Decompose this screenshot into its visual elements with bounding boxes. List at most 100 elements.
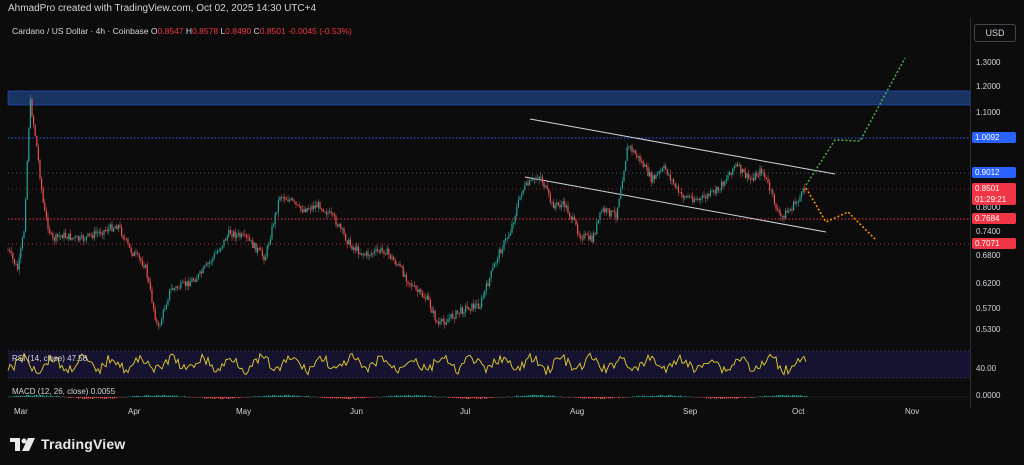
candle-body bbox=[503, 240, 505, 250]
macd-bar bbox=[322, 397, 324, 398]
candle-body bbox=[452, 313, 454, 319]
candle-body bbox=[690, 196, 692, 198]
candle-body bbox=[583, 234, 585, 240]
candle-body bbox=[532, 178, 534, 180]
candle-body bbox=[746, 173, 748, 178]
macd-bar bbox=[524, 395, 526, 397]
candle-body bbox=[645, 164, 647, 167]
candle-body bbox=[354, 247, 356, 251]
candle-body bbox=[7, 249, 9, 251]
candle-body bbox=[449, 317, 451, 320]
macd-bar bbox=[226, 397, 228, 399]
candle-body bbox=[652, 175, 654, 183]
candle-body bbox=[519, 196, 521, 200]
macd-bar bbox=[48, 396, 50, 397]
macd-bar bbox=[410, 395, 412, 397]
macd-bar bbox=[132, 396, 134, 397]
macd-bar bbox=[532, 394, 534, 397]
candle-body bbox=[292, 198, 294, 201]
macd-bar bbox=[660, 394, 662, 397]
candle-body bbox=[250, 240, 252, 242]
macd-bar bbox=[286, 395, 288, 397]
candle-body bbox=[351, 245, 353, 250]
candle-body bbox=[298, 205, 300, 206]
candle-body bbox=[233, 231, 235, 237]
candle-body bbox=[71, 237, 73, 240]
candle-body bbox=[585, 234, 587, 235]
tradingview-logo[interactable]: TradingView bbox=[10, 436, 125, 452]
macd-bar bbox=[42, 395, 44, 397]
macd-bar bbox=[792, 395, 794, 397]
candle-body bbox=[324, 211, 326, 213]
macd-bar bbox=[274, 395, 276, 397]
candle-body bbox=[26, 161, 28, 200]
macd-bar bbox=[594, 397, 596, 399]
candlestick-series bbox=[7, 94, 806, 330]
macd-bar bbox=[668, 394, 670, 397]
macd-bar bbox=[746, 397, 748, 398]
macd-bar bbox=[416, 394, 418, 397]
candle-body bbox=[511, 224, 513, 233]
macd-bar bbox=[134, 396, 136, 397]
macd-bar bbox=[408, 394, 410, 397]
candle-body bbox=[255, 242, 257, 253]
price-label: 0.7400 bbox=[976, 227, 1001, 236]
candle-body bbox=[501, 249, 503, 254]
macd-bar bbox=[266, 396, 268, 397]
candle-body bbox=[346, 240, 348, 245]
candle-body bbox=[373, 250, 375, 254]
candle-body bbox=[378, 251, 380, 253]
macd-bar bbox=[356, 397, 358, 398]
macd-bar bbox=[550, 395, 552, 397]
macd-bar bbox=[334, 397, 336, 399]
candle-body bbox=[15, 263, 17, 265]
macd-bar bbox=[718, 397, 720, 399]
time-label: Sep bbox=[683, 407, 698, 416]
macd-bar bbox=[386, 396, 388, 397]
candle-body bbox=[261, 250, 263, 256]
candle-body bbox=[125, 238, 127, 240]
candle-body bbox=[21, 238, 23, 249]
macd-bar bbox=[148, 395, 150, 397]
candle-body bbox=[260, 248, 262, 251]
macd-bar bbox=[96, 397, 98, 399]
macd-bar bbox=[354, 397, 356, 399]
macd-bar bbox=[604, 397, 606, 399]
macd-bar bbox=[490, 397, 492, 398]
candle-body bbox=[682, 194, 684, 199]
candle-body bbox=[716, 186, 718, 194]
candle-body bbox=[705, 197, 707, 199]
candle-body bbox=[169, 289, 171, 300]
candle-body bbox=[669, 174, 671, 181]
price-chart[interactable] bbox=[0, 18, 970, 408]
candle-body bbox=[637, 156, 639, 158]
candle-body bbox=[642, 161, 644, 167]
candle-body bbox=[737, 164, 739, 167]
candle-body bbox=[55, 234, 57, 241]
candle-body bbox=[85, 236, 87, 240]
candle-body bbox=[493, 263, 495, 268]
macd-bar bbox=[708, 397, 710, 398]
candle-body bbox=[116, 226, 118, 230]
currency-button[interactable]: USD bbox=[974, 24, 1016, 42]
macd-bar bbox=[28, 394, 30, 397]
macd-bar bbox=[352, 397, 354, 399]
candle-body bbox=[101, 233, 103, 235]
macd-bar bbox=[726, 397, 728, 399]
macd-bar bbox=[624, 397, 626, 398]
candle-body bbox=[401, 266, 403, 267]
macd-bar bbox=[364, 397, 366, 398]
candle-body bbox=[665, 165, 667, 170]
candle-body bbox=[359, 253, 361, 255]
candle-body bbox=[434, 310, 436, 321]
candle-body bbox=[497, 258, 499, 262]
macd-bar bbox=[582, 397, 584, 399]
macd-bar bbox=[36, 394, 38, 397]
macd-bar bbox=[644, 396, 646, 397]
candle-body bbox=[207, 263, 209, 265]
candle-body bbox=[770, 190, 772, 191]
candle-body bbox=[786, 210, 788, 213]
candle-body bbox=[570, 216, 572, 220]
price-axis[interactable] bbox=[970, 18, 1024, 408]
candle-body bbox=[369, 255, 371, 257]
